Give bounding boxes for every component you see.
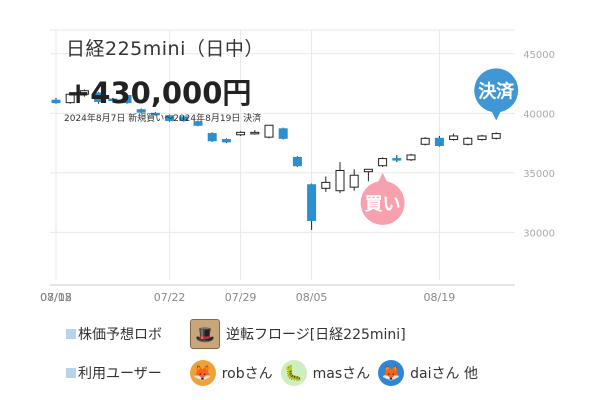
candle-body (108, 98, 118, 102)
candle (449, 133, 459, 141)
sell-bubble (474, 68, 519, 113)
candle-body (165, 115, 175, 121)
candle-body (250, 131, 260, 135)
profit-amount: +430,000円 (66, 76, 252, 110)
trade-period: 2024年8月7日 新規買い～2024年8月19日 決済 (64, 114, 262, 124)
bullet-square-icon (66, 329, 76, 339)
candle (363, 168, 373, 182)
sell-marker: 決済 (474, 68, 519, 121)
y-tick-label: 40000 (523, 109, 555, 120)
candle-body (264, 124, 274, 138)
candle (335, 162, 345, 194)
candle (292, 156, 302, 167)
fox-icon[interactable]: 🦊 (378, 360, 405, 386)
candle (477, 134, 487, 141)
candle-body (349, 174, 359, 188)
candle (264, 124, 274, 139)
robot-label: 株価予想ロボ (78, 327, 162, 343)
x-tick-label: 07/08 (40, 291, 72, 304)
y-tick-label: 30000 (523, 228, 555, 239)
candle (406, 153, 416, 161)
candle-body (491, 133, 501, 139)
user-name-mas[interactable]: masさん (312, 366, 371, 382)
candle (165, 114, 175, 122)
candle (491, 132, 501, 140)
candle (207, 132, 217, 142)
candle (65, 93, 75, 104)
candle-body (420, 137, 430, 145)
candle-body (292, 156, 302, 167)
candle (420, 137, 430, 146)
candle-body (136, 109, 146, 113)
candle-body (193, 121, 203, 126)
robot-avatar-icon[interactable]: 🎩 (190, 319, 220, 349)
buy-label: 買い (365, 194, 401, 215)
candle-body (278, 128, 288, 139)
candle-body (363, 168, 373, 173)
candle (463, 137, 473, 146)
user-name-rob[interactable]: robさん (221, 366, 273, 382)
candle-body (221, 139, 231, 143)
candle-body (122, 94, 132, 104)
candle-body (434, 137, 444, 146)
candle (221, 138, 231, 144)
candle-body (307, 184, 317, 221)
candle (321, 176, 331, 192)
candle (150, 112, 160, 116)
candle-body (463, 137, 473, 145)
candle (250, 130, 260, 135)
buy-marker: 買い (360, 172, 405, 225)
x-tick-label: 08/05 (296, 291, 328, 304)
candle-body (236, 131, 246, 136)
candle-body (477, 135, 487, 141)
y-tick-label: 45000 (523, 50, 555, 61)
candle-body (321, 181, 331, 189)
candle (278, 127, 288, 140)
candle-body (449, 135, 459, 141)
candle (79, 89, 89, 97)
sell-label: 決済 (478, 80, 515, 102)
candle (392, 155, 402, 163)
candle (307, 183, 317, 230)
y-tick-label: 35000 (523, 169, 555, 180)
users-row: 利用ユーザー 🦊 robさん 🐛 masさん 🦊 daiさん 他 (66, 359, 478, 387)
x-tick-label: 08/12 (40, 291, 72, 304)
fox-face-icon[interactable]: 🦊 (189, 360, 216, 386)
user-name-dai[interactable]: daiさん 他 (410, 366, 478, 382)
candle (193, 120, 203, 127)
x-tick-label: 08/19 (424, 291, 456, 304)
candle-body (335, 169, 345, 192)
candle (94, 91, 104, 104)
candle-body (392, 158, 402, 161)
bullet-square-icon (66, 368, 76, 378)
candle (236, 131, 246, 136)
candle-body (179, 116, 189, 121)
candle-body (150, 112, 160, 116)
candle (378, 157, 388, 167)
x-tick-label: 07/22 (154, 291, 186, 304)
candle (434, 135, 444, 147)
x-tick-label: 07/29 (225, 291, 257, 304)
robot-name-link[interactable]: 逆転フロージ[日経225mini] (226, 327, 406, 343)
x-tick-label: 07/15 (40, 291, 72, 304)
candle-body (51, 99, 61, 104)
candle (122, 94, 132, 104)
buy-bubble (360, 180, 405, 225)
chart-title: 日経225mini（日中） (66, 38, 264, 60)
users-label: 利用ユーザー (78, 366, 162, 382)
caterpillar-icon[interactable]: 🐛 (280, 360, 307, 386)
candle (108, 97, 118, 102)
candle-body (79, 90, 89, 95)
candle-body (65, 93, 75, 104)
candle (349, 169, 359, 191)
candle (136, 108, 146, 114)
candle-body (378, 158, 388, 167)
candle-body (207, 133, 217, 142)
candle (179, 115, 189, 122)
candle-body (406, 154, 416, 161)
candle-body (94, 92, 104, 102)
robot-row: 株価予想ロボ 🎩 逆転フロージ[日経225mini] (66, 319, 406, 349)
candle (51, 97, 61, 104)
